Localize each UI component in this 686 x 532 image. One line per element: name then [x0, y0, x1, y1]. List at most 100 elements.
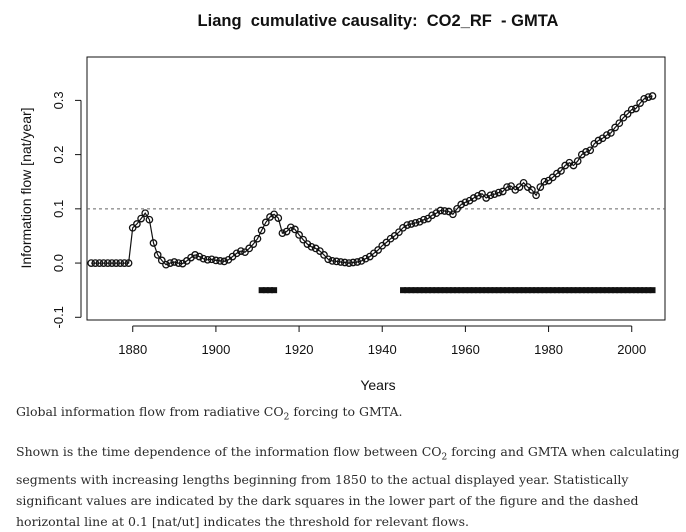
y-tick-label: 0.1	[51, 200, 66, 218]
significance-square	[466, 287, 473, 294]
significance-square	[495, 287, 502, 294]
data-point	[216, 257, 224, 265]
x-axis: 1880 1900 1920 1940 1960 1980 2000	[118, 325, 646, 357]
y-axis: -0.1 0.0 0.1 0.2 0.3	[51, 91, 82, 328]
data-point	[199, 254, 208, 263]
significance-square	[508, 287, 515, 294]
data-point	[278, 229, 287, 238]
significance-square	[570, 287, 577, 294]
caption-title-subscript: 2	[283, 412, 290, 423]
data-point	[336, 258, 345, 266]
data-point	[478, 189, 486, 198]
data-point	[411, 219, 420, 227]
significance-square	[591, 287, 598, 294]
data-point	[536, 183, 545, 191]
data-point	[507, 182, 515, 190]
data-point	[191, 251, 199, 259]
significance-square	[533, 287, 540, 294]
data-point	[440, 207, 449, 215]
significance-square	[574, 287, 581, 294]
data-point	[124, 259, 133, 267]
data-point	[120, 259, 129, 267]
data-point	[87, 259, 96, 267]
data-point	[461, 198, 470, 207]
caption-title-suffix: forcing to GMTA.	[289, 404, 403, 419]
significance-square	[562, 287, 569, 294]
y-tick-label: 0.0	[51, 254, 66, 272]
significance-square	[632, 287, 639, 294]
data-point	[166, 259, 175, 267]
data-point	[261, 218, 270, 227]
data-point	[648, 92, 657, 100]
data-point	[607, 129, 615, 137]
significance-square	[258, 287, 265, 294]
data-point	[245, 244, 254, 253]
significance-square	[541, 287, 548, 294]
significance-square	[262, 287, 269, 294]
significance-square	[424, 287, 431, 294]
data-point	[291, 225, 299, 234]
data-point	[594, 136, 603, 145]
significance-square	[582, 287, 589, 294]
significance-square	[607, 287, 614, 294]
data-point	[395, 228, 403, 237]
data-point	[195, 252, 204, 261]
significance-square	[408, 287, 415, 294]
data-point	[494, 188, 503, 197]
chart-title: Liang cumulative causality: CO2_RF - GMT…	[198, 12, 559, 30]
data-point	[419, 215, 428, 224]
data-point	[498, 187, 507, 196]
significance-marks	[258, 287, 656, 294]
data-point	[157, 256, 166, 265]
significance-square	[553, 287, 560, 294]
figure-caption-title: Global information flow from radiative C…	[16, 404, 680, 423]
y-axis-label: Information flow [nat/year]	[18, 107, 34, 268]
significance-square	[641, 287, 648, 294]
y-tick-label: 0.2	[51, 146, 66, 164]
significance-square	[266, 287, 273, 294]
data-point	[636, 99, 644, 107]
significance-square	[271, 287, 278, 294]
x-tick-label: 2000	[617, 342, 646, 357]
data-point	[128, 223, 137, 232]
data-point	[640, 94, 649, 103]
data-point	[207, 255, 216, 264]
data-point	[299, 235, 308, 244]
x-tick-label: 1960	[451, 342, 480, 357]
significance-square	[566, 287, 573, 294]
data-point	[170, 258, 179, 266]
significance-square	[499, 287, 506, 294]
data-point	[457, 200, 466, 209]
data-point	[532, 191, 540, 200]
data-point	[557, 167, 565, 175]
data-point	[436, 206, 445, 215]
data-point	[133, 220, 141, 228]
data-point	[116, 259, 125, 267]
data-point	[332, 257, 341, 266]
data-point	[282, 227, 291, 236]
significance-square	[474, 287, 481, 294]
data-point	[619, 113, 628, 122]
significance-square	[479, 287, 486, 294]
data-point	[328, 257, 337, 265]
data-point	[428, 211, 436, 220]
significance-square	[412, 287, 419, 294]
data-point	[528, 186, 536, 194]
data-point	[623, 110, 632, 118]
data-point	[548, 173, 557, 182]
data-point	[145, 215, 154, 224]
data-point	[212, 256, 220, 265]
data-point	[353, 258, 362, 266]
data-point	[449, 210, 457, 219]
series-line	[91, 95, 653, 266]
data-point	[469, 194, 478, 202]
significance-square	[649, 287, 656, 294]
data-point	[486, 191, 495, 200]
data-point	[320, 251, 328, 259]
data-point	[540, 177, 549, 186]
data-point	[316, 247, 324, 255]
x-axis-label: Years	[360, 377, 395, 393]
data-point	[241, 248, 249, 257]
significance-square	[429, 287, 436, 294]
data-point	[382, 238, 391, 247]
